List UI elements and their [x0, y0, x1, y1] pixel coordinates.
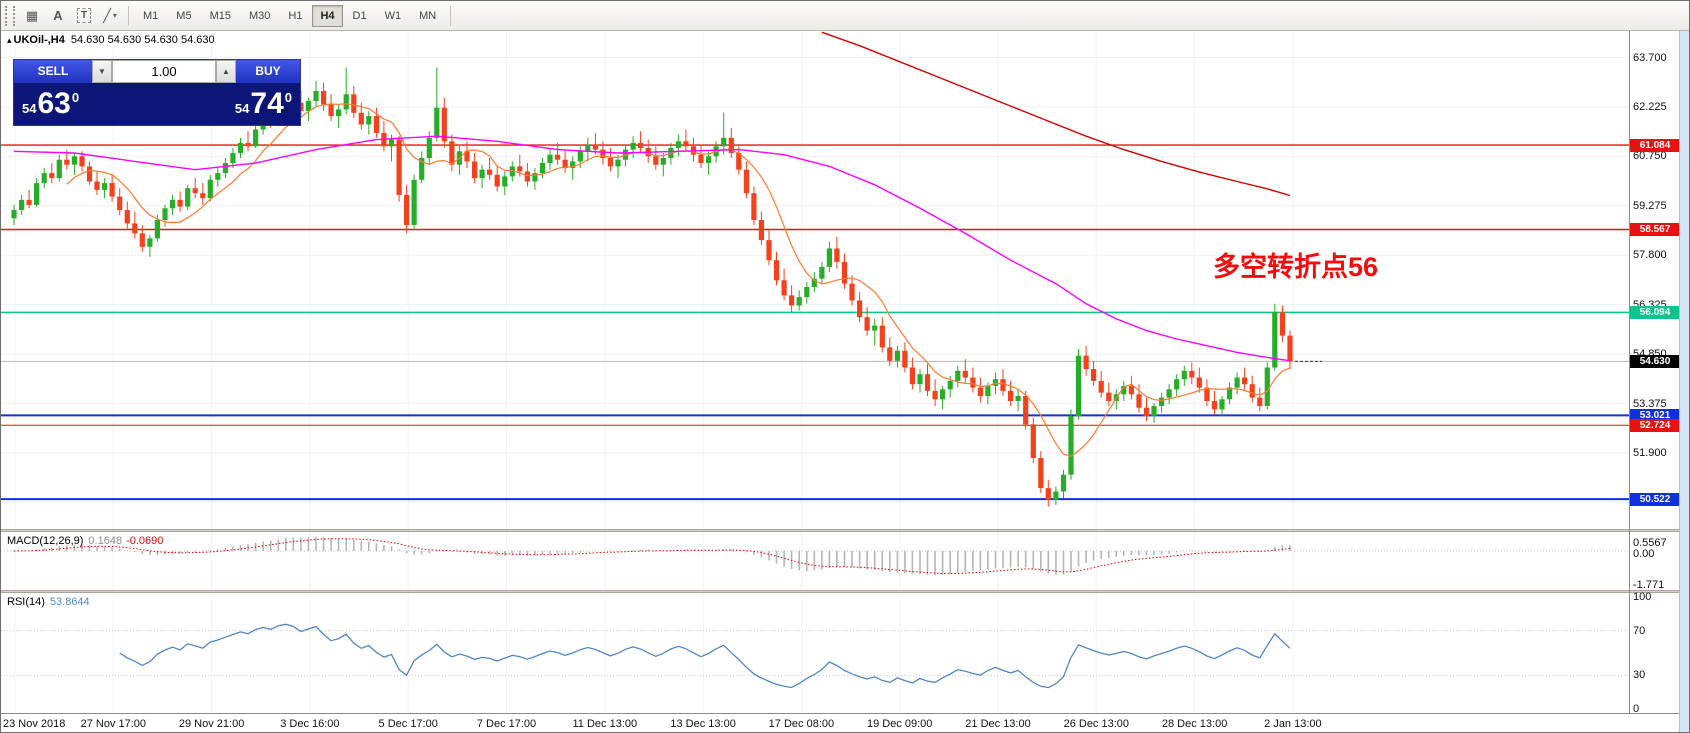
buy-price[interactable]: 54 74 0	[235, 87, 292, 121]
main-chart-svg[interactable]: 多空转折点56	[1, 31, 1690, 529]
chart-header: ▴ UKOil-,H4 54.630 54.630 54.630 54.630	[7, 34, 215, 46]
volume-input[interactable]	[112, 60, 216, 83]
toolbar-separator	[128, 5, 129, 26]
ma-mid-line	[13, 135, 1291, 362]
volume-up-button[interactable]: ▲	[216, 60, 236, 83]
macd-signal-line	[13, 538, 1291, 575]
macd-histogram	[20, 536, 1291, 576]
rsi-panel-svg[interactable]	[1, 593, 1690, 713]
timeframe-group: M1 M5 M15 M30 H1 H4 D1 W1 MN	[134, 4, 445, 27]
time-label: 27 Nov 17:00	[80, 718, 147, 730]
rsi-name: RSI(14)	[7, 596, 45, 608]
ma-slow-line	[821, 31, 1291, 197]
time-label: 26 Dec 13:00	[1063, 718, 1130, 730]
time-label: 13 Dec 13:00	[670, 718, 736, 730]
grid-tool-button[interactable]: ▦	[25, 7, 39, 23]
line-tool-button[interactable]: ╱ ▾	[98, 4, 122, 28]
toolbar-separator	[450, 5, 452, 26]
tf-button-MN[interactable]: MN	[419, 9, 437, 22]
buy-price-sup: 0	[284, 90, 292, 105]
time-label: 3 Dec 16:00	[280, 718, 340, 730]
rsi-value: 53.8644	[49, 596, 90, 608]
tf-button-W1[interactable]: W1	[384, 9, 402, 22]
ohlc-values: 54.630 54.630 54.630 54.630	[70, 34, 215, 46]
tf-button-H1[interactable]: H1	[288, 9, 303, 22]
tf-button-M15[interactable]: M15	[209, 9, 231, 22]
macd-label: MACD(12,26,9) 0.1648 -0.0690	[7, 535, 163, 547]
time-label: 2 Jan 13:00	[1264, 718, 1322, 730]
time-label: 28 Dec 13:00	[1161, 718, 1228, 730]
buy-button[interactable]: BUY	[236, 60, 300, 83]
panel-splitter[interactable]	[1, 529, 1689, 532]
rsi-label: RSI(14) 53.8644	[7, 596, 90, 608]
cursor-a-tool-button[interactable]: A	[53, 8, 63, 23]
text-tool-button[interactable]: T	[72, 4, 96, 28]
volume-down-button[interactable]: ▼	[92, 60, 112, 83]
arrow-up-icon: ▲	[222, 66, 230, 76]
toolbar-grip[interactable]	[5, 5, 15, 26]
sell-price-sup: 0	[71, 90, 80, 105]
sell-price-small: 54	[22, 101, 37, 116]
macd-name: MACD(12,26,9)	[7, 535, 84, 547]
time-label: 23 Nov 2018	[3, 718, 66, 730]
sell-price-big: 63	[37, 87, 71, 120]
sell-price[interactable]: 54 63 0	[22, 87, 79, 121]
vertical-scrollbar[interactable]	[1679, 31, 1689, 732]
axis-separator	[1629, 31, 1630, 713]
toolbar: ▦ A T ╱ ▾ M1 M5 M15 M30 H1 H4 D1 W1 MN	[1, 1, 1689, 31]
time-label: 5 Dec 17:00	[378, 718, 438, 730]
trendline-icon: ╱	[103, 7, 111, 23]
chart-annotation[interactable]: 多空转折点56	[1213, 251, 1378, 282]
symbol-arrow-icon: ▴	[7, 35, 12, 45]
rsi-line	[119, 623, 1291, 689]
macd-main-value: 0.1648	[88, 535, 123, 547]
tf-button-M1[interactable]: M1	[143, 9, 159, 22]
buy-price-big: 74	[250, 87, 284, 120]
time-label: 21 Dec 13:00	[965, 718, 1031, 730]
tf-button-M30[interactable]: M30	[248, 9, 271, 22]
time-label: 29 Nov 21:00	[178, 718, 245, 730]
arrow-down-icon: ▼	[98, 66, 106, 76]
time-label: 19 Dec 09:00	[866, 718, 933, 730]
candles	[11, 67, 1293, 507]
chevron-down-icon: ▾	[112, 11, 117, 20]
macd-panel-svg[interactable]	[1, 532, 1690, 590]
sell-button[interactable]: SELL	[14, 60, 92, 83]
time-label: 17 Dec 08:00	[768, 718, 835, 730]
symbol-title: UKOil-,H4	[13, 34, 65, 46]
tf-button-M5[interactable]: M5	[176, 9, 192, 22]
time-label: 7 Dec 17:00	[476, 718, 537, 730]
buy-price-small: 54	[234, 101, 250, 116]
time-label: 11 Dec 13:00	[572, 718, 638, 730]
panel-splitter[interactable]	[1, 590, 1689, 593]
text-tool-icon: T	[76, 8, 92, 23]
time-axis: 23 Nov 2018 27 Nov 17:00 29 Nov 21:00 3 Dec…	[1, 713, 1689, 732]
tf-button-H4[interactable]: H4	[312, 4, 343, 27]
tf-button-D1[interactable]: D1	[352, 9, 367, 22]
macd-signal-value: -0.0690	[126, 535, 164, 547]
